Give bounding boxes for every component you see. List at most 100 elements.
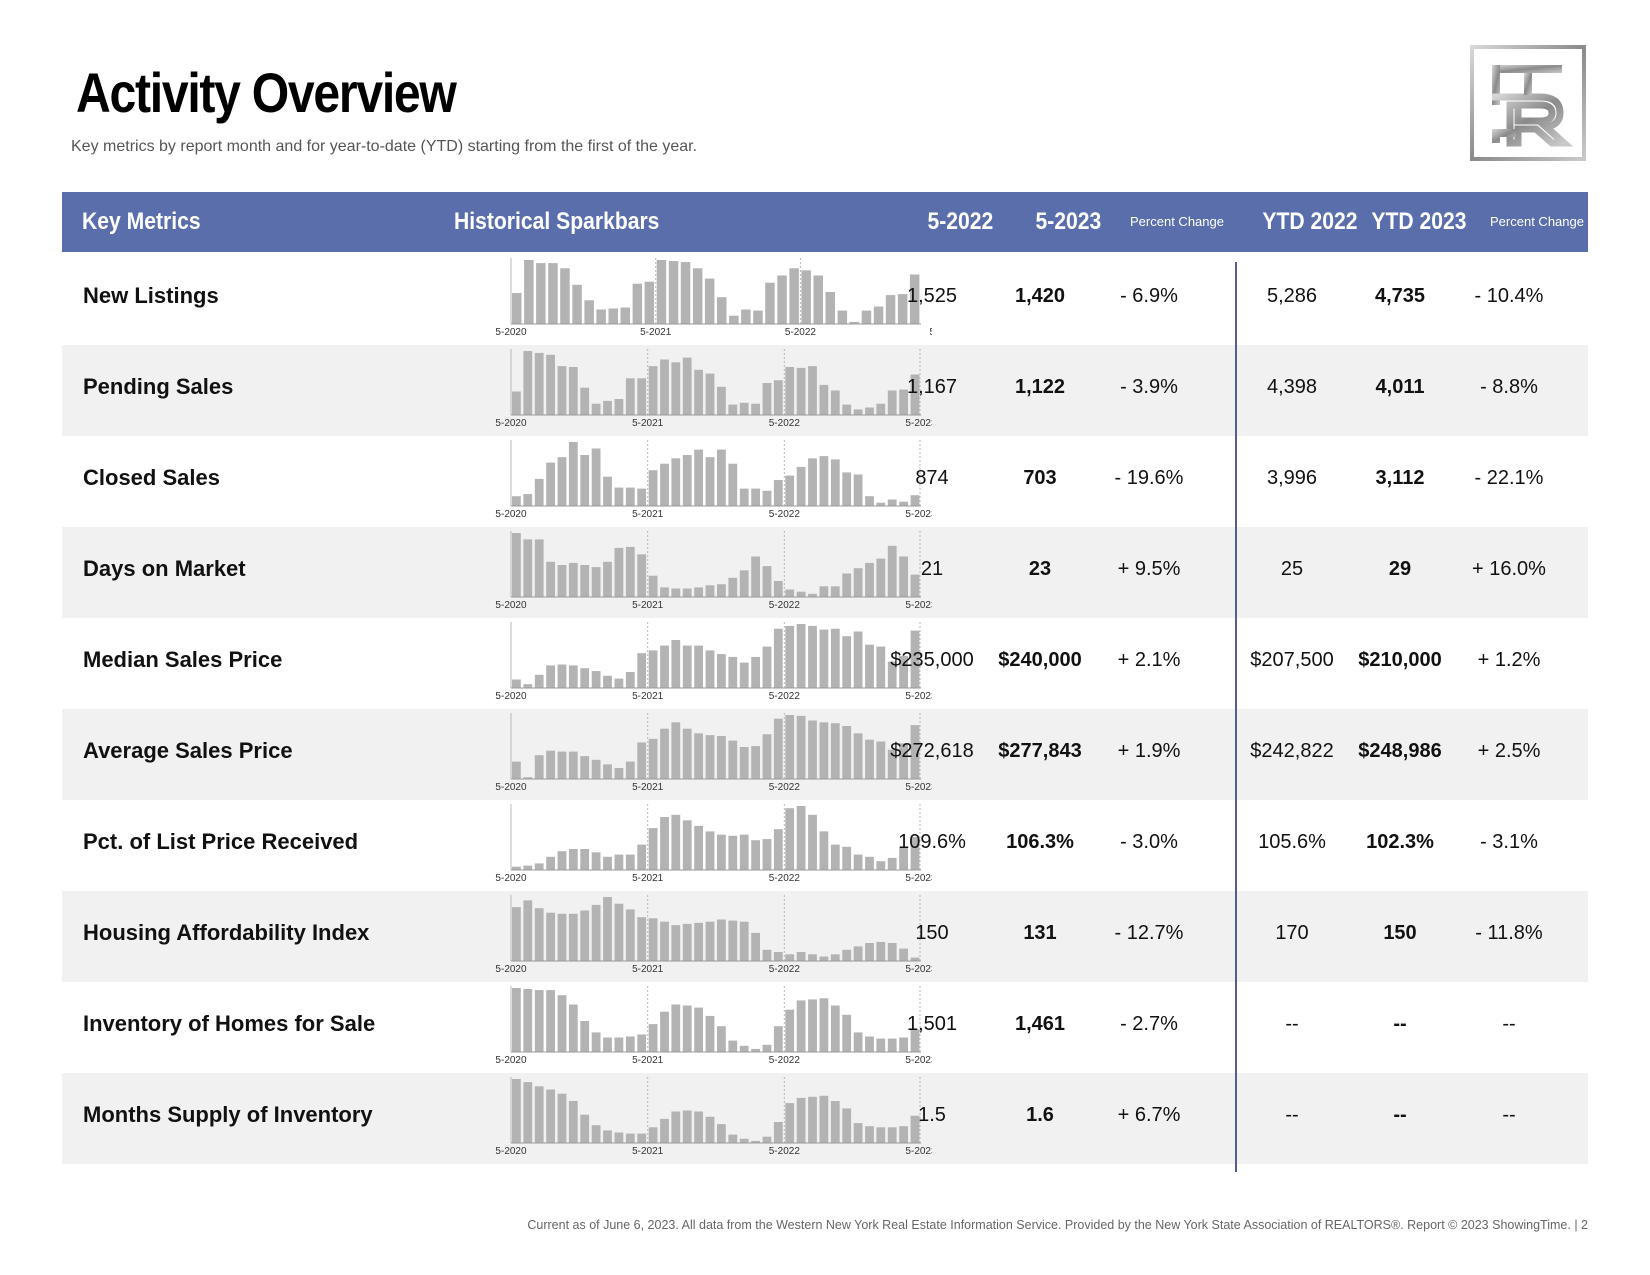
percent-change-monthly: + 9.5%	[1117, 558, 1181, 580]
spark-bar	[729, 315, 739, 324]
spark-bar	[523, 351, 533, 415]
spark-bar	[568, 562, 578, 597]
spark-bar	[808, 999, 817, 1052]
spark-bar	[910, 495, 920, 506]
spark-bar	[512, 293, 522, 324]
spark-bar	[717, 736, 726, 779]
spark-bar	[830, 723, 840, 779]
spark-bar	[853, 568, 863, 597]
spark-bar	[728, 1134, 738, 1143]
spark-bar	[762, 490, 772, 506]
spark-bar	[910, 725, 920, 779]
spark-bar	[694, 733, 703, 779]
table-row: Pending Sales 5-2020 5-2021 5-2022 5-2023 1,1…	[62, 345, 1588, 436]
metric-label: Pct. of List Price Received	[83, 829, 359, 854]
spark-bar	[910, 1115, 920, 1143]
table-row: Months Supply of Inventory 5-2020 5-2021 5-…	[62, 1073, 1588, 1164]
spark-bar	[648, 738, 658, 779]
spark-bar	[614, 678, 624, 688]
spark-bar	[523, 989, 533, 1052]
spark-bar	[876, 558, 886, 597]
spark-bar	[717, 834, 726, 870]
spark-bar	[865, 644, 874, 688]
spark-bar	[751, 488, 760, 506]
spark-bar	[865, 1126, 874, 1143]
spark-bar	[830, 459, 840, 506]
spark-bar	[739, 662, 749, 688]
metric-label: New Listings	[83, 283, 219, 308]
spark-bar	[557, 664, 567, 688]
spark-bar	[853, 1123, 863, 1143]
spark-axis-label: 5-2022	[769, 782, 801, 793]
table-row: New Listings5-20205-20215-20225-20231,52…	[62, 254, 1588, 345]
spark-bar	[660, 587, 669, 597]
spark-bar	[899, 1126, 908, 1143]
spark-bar	[910, 836, 920, 870]
percent-change-monthly: - 2.7%	[1120, 1013, 1178, 1035]
spark-bar	[753, 310, 763, 324]
spark-bar	[625, 909, 635, 961]
spark-bar	[819, 831, 829, 870]
value-5-2023: $240,000	[998, 649, 1082, 671]
spark-bar	[762, 646, 772, 688]
spark-bar	[739, 402, 749, 415]
spark-bar	[534, 352, 544, 415]
spark-bar	[873, 306, 884, 324]
spark-bar	[580, 668, 590, 688]
spark-bar	[842, 949, 852, 961]
value-ytd-2023: 4,735	[1374, 285, 1426, 307]
spark-bar	[728, 920, 738, 961]
sparkbar-chart: 5-2020 5-2021 5-2022 5-2023	[432, 1073, 937, 1164]
value-5-2022: 1,167	[906, 376, 958, 398]
value-5-2023: 106.3%	[1006, 831, 1074, 853]
spark-bar	[751, 1140, 760, 1143]
table-row: Closed Sales 5-2020 5-2021 5-2022 5-2023 874 7…	[62, 436, 1588, 527]
percent-change-ytd: + 1.2%	[1477, 649, 1541, 671]
spark-bar	[887, 661, 897, 688]
spark-bar	[705, 457, 715, 506]
spark-bar	[830, 586, 840, 597]
spark-bar	[773, 1122, 783, 1143]
spark-bar	[512, 907, 521, 961]
spark-bar	[692, 268, 703, 324]
spark-bar	[671, 1111, 681, 1143]
spark-bar	[614, 768, 624, 779]
spark-bar	[591, 403, 601, 415]
spark-bar	[536, 263, 546, 324]
spark-bar	[741, 309, 751, 324]
spark-bar	[853, 733, 863, 779]
spark-axis-label: 5-2023	[905, 873, 932, 884]
spark-bar	[660, 1011, 669, 1052]
spark-bar	[671, 362, 681, 415]
spark-bar	[648, 918, 658, 961]
spark-bar	[887, 1127, 897, 1143]
percent-change-monthly: - 6.9%	[1120, 285, 1178, 307]
spark-bar	[762, 566, 772, 597]
percent-change-ytd: --	[1502, 1104, 1516, 1126]
spark-bar	[897, 294, 908, 324]
spark-bar	[899, 847, 908, 870]
spark-bar	[796, 806, 806, 870]
spark-bar	[853, 409, 863, 415]
spark-bar	[853, 631, 863, 688]
spark-bar	[796, 591, 806, 597]
spark-bar	[830, 954, 840, 961]
spark-bar	[523, 494, 533, 506]
spark-bar	[705, 831, 715, 870]
spark-bar	[819, 998, 829, 1052]
spark-bar	[580, 849, 590, 870]
percent-change-ytd: + 2.5%	[1477, 740, 1541, 762]
spark-bar	[682, 1005, 692, 1052]
percent-change-monthly: - 19.6%	[1114, 467, 1184, 489]
spark-bar	[739, 488, 749, 506]
spark-bar	[910, 1029, 920, 1052]
sparkbar-chart: 5-2020 5-2021 5-2022 5-2023	[432, 800, 937, 891]
metric-label: Inventory of Homes for Sale	[83, 1011, 376, 1036]
value-5-2023: 703	[1023, 467, 1057, 489]
value-ytd-2023: 4,011	[1375, 376, 1425, 398]
header-5-2023: 5-2023	[1035, 208, 1102, 235]
spark-bar	[773, 581, 783, 597]
spark-bar	[512, 391, 521, 415]
spark-bar	[876, 861, 886, 870]
value-ytd-2023: 3,112	[1375, 467, 1425, 489]
